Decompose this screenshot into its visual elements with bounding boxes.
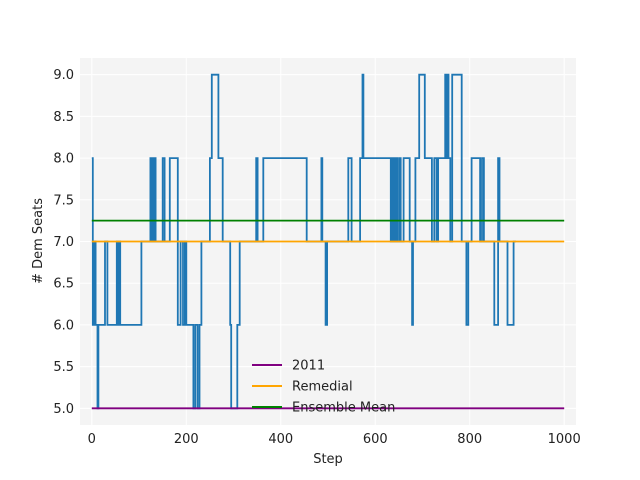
y-axis-ticks: 5.0 5.5 6.0 6.5 7.0 7.5 8.0 8.5 9.0 <box>53 68 74 417</box>
x-tick-label: 400 <box>268 432 293 447</box>
x-tick-label: 1000 <box>548 432 581 447</box>
y-axis-label: # Dem Seats <box>31 198 46 284</box>
y-tick-label: 6.0 <box>53 318 74 333</box>
y-tick-label: 6.5 <box>53 277 74 292</box>
x-tick-label: 200 <box>174 432 199 447</box>
x-tick-label: 600 <box>363 432 388 447</box>
y-tick-label: 5.0 <box>53 402 74 417</box>
y-tick-label: 8.0 <box>53 152 74 167</box>
y-tick-label: 9.0 <box>53 68 74 83</box>
x-tick-label: 800 <box>457 432 482 447</box>
y-tick-label: 5.5 <box>53 360 74 375</box>
x-axis-ticks: 0 200 400 600 800 1000 <box>88 432 581 447</box>
x-tick-label: 0 <box>88 432 96 447</box>
y-tick-label: 7.0 <box>53 235 74 250</box>
y-tick-label: 7.5 <box>53 193 74 208</box>
x-axis-label: Step <box>313 452 343 467</box>
legend: 2011 Remedial Ensemble Mean <box>252 359 395 416</box>
series-layer <box>91 73 565 410</box>
legend-label: Remedial <box>292 380 353 395</box>
legend-label: 2011 <box>292 359 325 374</box>
y-tick-label: 8.5 <box>53 110 74 125</box>
legend-label: Ensemble Mean <box>292 401 395 416</box>
